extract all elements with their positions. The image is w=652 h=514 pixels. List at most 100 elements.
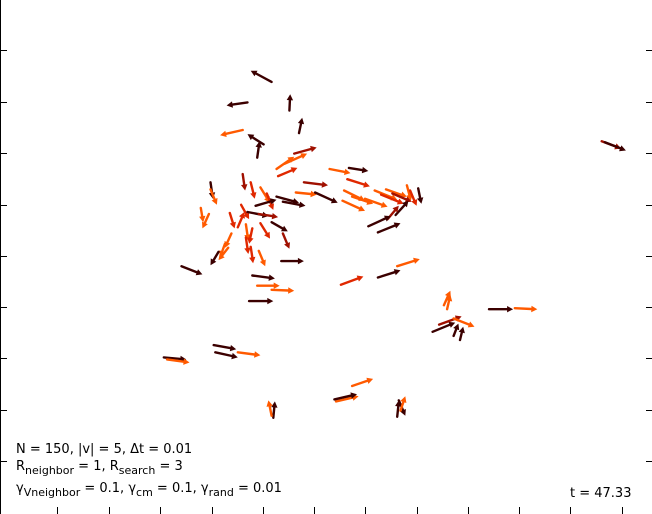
- arrow: [270, 287, 295, 294]
- arrow-head: [269, 198, 277, 205]
- arrow-head: [211, 198, 218, 205]
- arrow-shaft: [212, 250, 220, 262]
- arrow-shaft: [270, 220, 284, 230]
- arrow-head: [199, 215, 206, 223]
- arrow-shaft: [239, 203, 248, 216]
- arrow-head: [229, 345, 237, 352]
- arrow: [347, 166, 369, 174]
- arrow-head: [300, 153, 308, 159]
- r-search-subscript: search: [119, 464, 156, 477]
- arrow-head: [273, 282, 280, 289]
- arrow-head: [310, 190, 317, 198]
- arrow: [384, 188, 407, 198]
- arrow-shaft: [203, 212, 211, 225]
- arrow-head: [224, 241, 231, 248]
- gamma-cm-value: = 0.1,: [153, 481, 201, 496]
- arrow-shaft: [333, 394, 353, 401]
- arrow-head: [411, 199, 418, 206]
- gamma-vneighbor-subscript: Vneighbor: [24, 486, 81, 499]
- arrow-head: [448, 321, 456, 328]
- arrow: [367, 215, 391, 228]
- arrow: [202, 212, 211, 229]
- arrow: [275, 156, 295, 171]
- arrow-head: [358, 205, 365, 212]
- arrow: [271, 401, 278, 419]
- gamma-rand-subscript: rand: [209, 486, 234, 499]
- arrow-shaft: [293, 147, 313, 155]
- params-line-n-v-dt: N = 150, |v| = 5, Δt = 0.01: [16, 442, 192, 457]
- arrow-head: [281, 225, 288, 232]
- arrow-shaft: [249, 227, 254, 240]
- arrow-shaft: [363, 197, 384, 207]
- arrow-head: [249, 256, 256, 264]
- arrow: [513, 305, 538, 313]
- arrow: [250, 70, 273, 84]
- arrow-head: [268, 274, 275, 281]
- r-neighbor-subscript: neighbor: [25, 464, 74, 477]
- arrow-head: [247, 134, 255, 141]
- arrow: [224, 232, 233, 248]
- arrow-head: [271, 401, 278, 408]
- arrow-head: [392, 205, 399, 213]
- arrow: [255, 141, 262, 159]
- arrow-shaft: [376, 224, 397, 234]
- arrow: [212, 343, 237, 352]
- arrow: [254, 198, 277, 208]
- arrow-head: [254, 351, 261, 358]
- arrow-shaft: [162, 356, 182, 361]
- arrow-shaft: [334, 396, 354, 403]
- arrow-shaft: [249, 245, 254, 259]
- arrow-head: [241, 184, 248, 191]
- arrow-head: [268, 203, 274, 210]
- arrow-shaft: [272, 406, 276, 419]
- arrow-head: [202, 221, 208, 229]
- arrow-shaft: [244, 236, 249, 250]
- arrow-head: [288, 287, 295, 294]
- arrow: [247, 134, 265, 146]
- arrow-head: [266, 400, 273, 407]
- arrow: [391, 192, 412, 203]
- arrow-head: [244, 247, 251, 254]
- arrow-shaft: [244, 223, 249, 236]
- arrow: [218, 246, 230, 261]
- arrow: [228, 211, 236, 229]
- arrow-shaft: [165, 358, 185, 363]
- arrow-shaft: [236, 351, 256, 356]
- arrow-shaft: [180, 265, 199, 274]
- gamma-cm-subscript: cm: [136, 486, 153, 499]
- arrow: [241, 172, 248, 191]
- arrow: [244, 236, 251, 254]
- arrow: [256, 282, 280, 289]
- arrow: [180, 265, 203, 276]
- arrow-shaft: [417, 187, 422, 200]
- arrow-head: [445, 290, 451, 298]
- arrow: [487, 306, 514, 313]
- arrow: [266, 400, 273, 417]
- arrow-shaft: [376, 271, 396, 279]
- arrow: [297, 117, 305, 135]
- arrow-head: [344, 168, 351, 175]
- arrow: [276, 167, 298, 178]
- arrow-shaft: [396, 405, 400, 418]
- arrow: [445, 294, 453, 311]
- arrow-shaft: [281, 232, 289, 245]
- arrow-shaft: [256, 145, 260, 159]
- arrow-head: [310, 145, 317, 153]
- arrow: [313, 191, 338, 204]
- r-neighbor-symbol: R: [16, 459, 25, 474]
- arrow-shaft: [445, 299, 451, 311]
- arrow-shaft: [452, 328, 458, 338]
- arrow: [363, 197, 388, 208]
- arrow: [209, 188, 218, 205]
- arrow: [431, 321, 456, 333]
- arrow-shaft: [241, 172, 246, 186]
- arrow: [165, 358, 190, 365]
- arrow-head: [395, 400, 402, 407]
- arrow-head: [231, 352, 238, 360]
- arrow-head: [413, 257, 420, 264]
- arrow-shaft: [236, 216, 244, 229]
- arrow-shaft: [294, 191, 312, 196]
- params-line-gammas: γVneighbor = 0.1, γcm = 0.1, γrand = 0.0…: [16, 481, 282, 499]
- arrow-head: [458, 326, 465, 334]
